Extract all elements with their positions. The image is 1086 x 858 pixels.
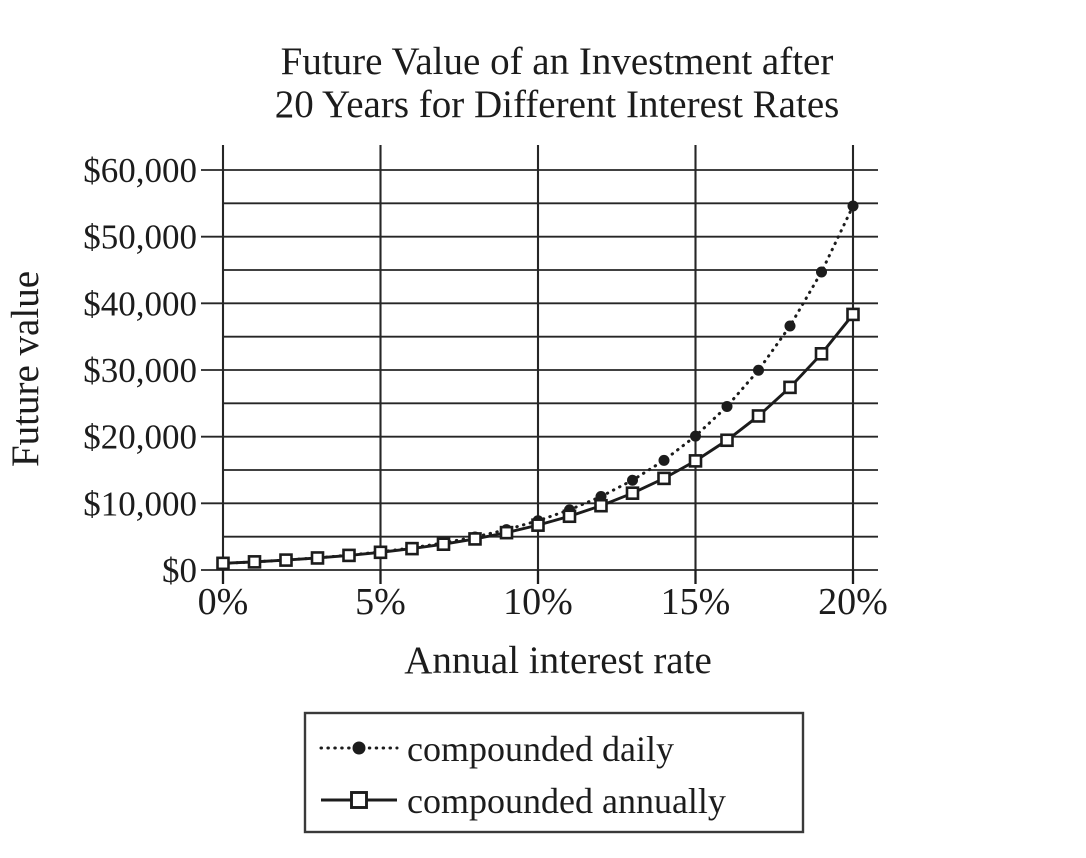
daily-point-marker (721, 400, 733, 412)
y-tick-label: $30,000 (83, 351, 197, 390)
daily-point-marker (658, 454, 670, 466)
legend-label-daily: compounded daily (407, 729, 674, 769)
plot-area: $0 $10,000 $20,000 $30,000 $40,000 $50,000 $60… (83, 145, 888, 623)
legend-label-annually: compounded annually (407, 781, 726, 821)
x-axis-title: Annual interest rate (404, 639, 712, 682)
y-tick-label: $60,000 (83, 151, 197, 190)
annual-point-marker (436, 537, 451, 552)
annual-point-marker (594, 498, 608, 513)
x-tick-label: 0% (198, 581, 249, 623)
daily-point-marker (784, 320, 796, 332)
annual-point-marker (342, 548, 356, 563)
annual-point-marker (625, 486, 640, 500)
daily-point-marker (816, 266, 827, 278)
annual-point-marker (751, 409, 766, 423)
filled-circle-marker-icon (352, 741, 366, 755)
y-tick-label: $0 (162, 551, 197, 590)
annual-point-marker (814, 347, 829, 361)
legend-item-annually: compounded annually (321, 781, 726, 821)
daily-point-marker (753, 364, 764, 376)
y-axis-title: Future value (4, 271, 47, 467)
chart-title-line1: Future Value of an Investment after (281, 40, 834, 83)
y-tick-label: $40,000 (83, 284, 197, 323)
annual-point-marker (657, 471, 671, 486)
x-tick-label: 15% (661, 581, 731, 623)
annual-point-marker (373, 545, 388, 560)
annual-point-marker (531, 518, 545, 532)
daily-point-marker (690, 430, 701, 442)
y-tick-label: $50,000 (83, 218, 197, 257)
daily-point-marker (627, 474, 638, 486)
daily-point-marker (847, 200, 859, 212)
annual-point-marker (468, 532, 482, 546)
annual-point-marker (688, 454, 703, 468)
annual-point-marker (499, 525, 514, 540)
open-square-marker-icon (350, 791, 368, 809)
annual-point-marker (279, 553, 293, 567)
annual-point-marker (720, 433, 734, 448)
y-tick-label: $10,000 (83, 484, 197, 523)
y-tick-label: $20,000 (83, 418, 197, 457)
legend-item-daily: compounded daily (319, 729, 674, 769)
annual-point-marker (216, 556, 230, 571)
annual-point-marker (846, 307, 860, 322)
x-tick-label: 20% (818, 581, 888, 623)
x-tick-label: 5% (355, 581, 406, 623)
annual-point-marker (562, 509, 577, 524)
annual-point-marker (405, 541, 419, 556)
legend-border (303, 711, 805, 834)
annual-point-marker (783, 380, 797, 395)
chart-title-line2: 20 Years for Different Interest Rates (275, 83, 840, 126)
legend: compounded daily compounded annually (303, 711, 805, 834)
x-tick-label: 10% (503, 581, 573, 623)
annual-point-marker (310, 551, 325, 565)
annual-point-marker (247, 555, 262, 569)
